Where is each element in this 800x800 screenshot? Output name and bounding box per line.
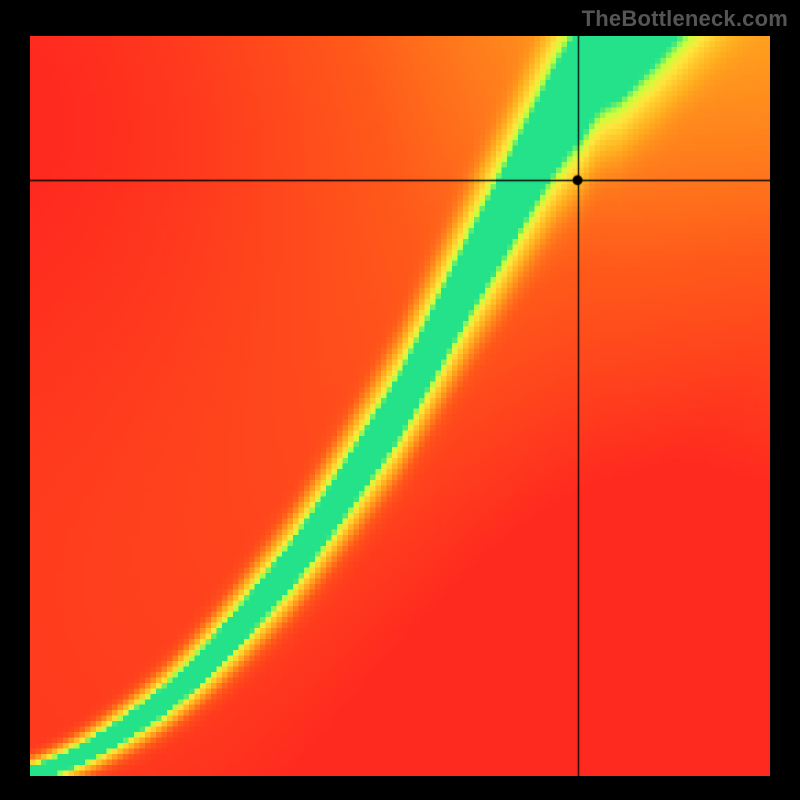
chart-container: { "watermark": { "text": "TheBottleneck.… [0,0,800,800]
bottleneck-heatmap [30,36,770,776]
watermark-text: TheBottleneck.com [582,6,788,32]
